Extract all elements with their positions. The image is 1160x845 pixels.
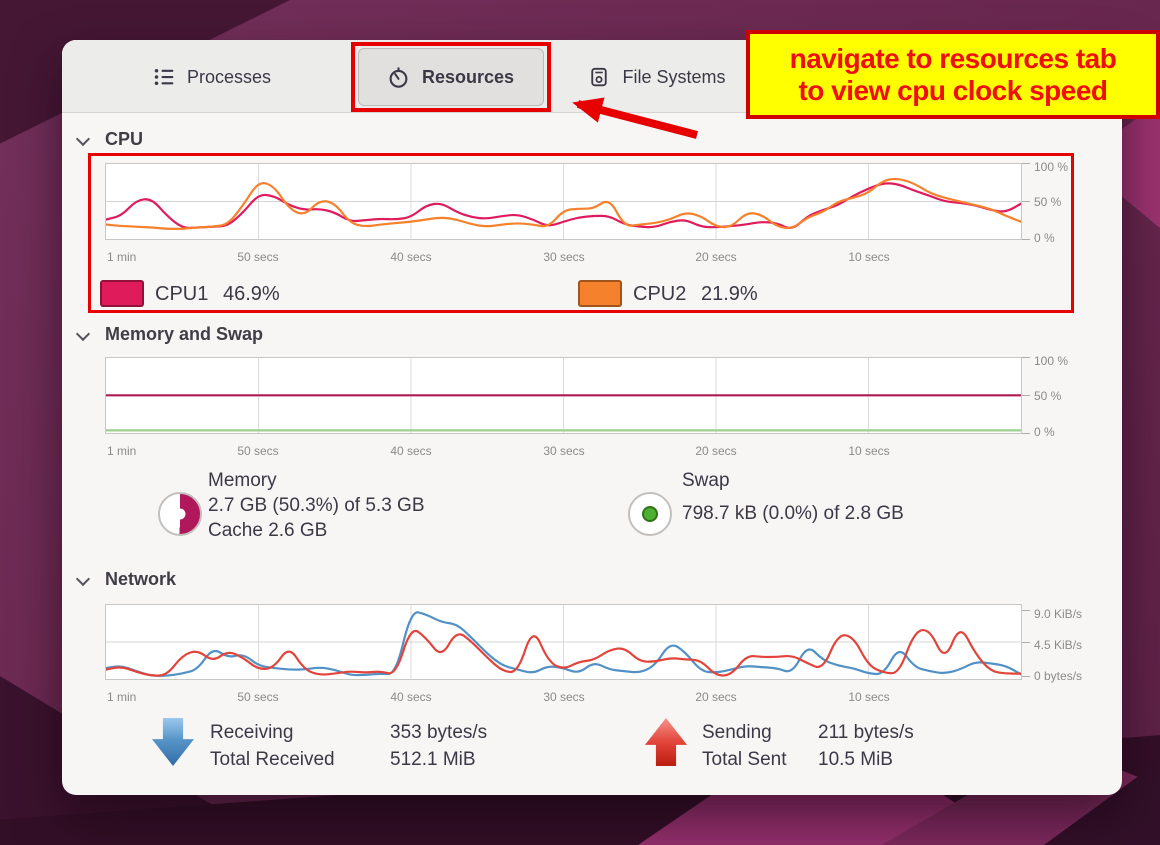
cpu-chart [105,163,1022,240]
cpu-x-tick-label: 1 min [107,250,137,264]
memory-x-tick-label: 20 secs [695,444,737,458]
network-x-tick-label: 40 secs [390,690,432,704]
total-sent-label: Total Sent [702,749,787,770]
tab-resources[interactable]: Resources [358,48,544,106]
network-x-tick-label: 10 secs [848,690,890,704]
cpu1-usage-value: 46.9% [223,283,280,305]
tab-file-systems-label: File Systems [622,66,726,87]
sending-label: Sending [702,722,772,743]
memory-usage-value: 2.7 GB (50.3%) of 5.3 GB [208,495,425,516]
y-tick-mark [1022,239,1030,240]
cpu-x-tick-label: 10 secs [848,250,890,264]
y-tick-mark [1022,642,1030,643]
network-x-tick-label: 20 secs [695,690,737,704]
network-x-tick-label: 50 secs [237,690,279,704]
network-x-tick-label: 1 min [107,690,137,704]
swap-label: Swap [682,470,730,491]
cpu-y-tick-label: 50 % [1034,195,1062,209]
cpu-y-tick-label: 100 % [1034,160,1069,174]
memory-pie-hole [174,508,186,520]
network-y-tick-label: 4.5 KiB/s [1034,638,1083,652]
memory-y-tick-label: 100 % [1034,354,1069,368]
annotation-callout-line2: to view cpu clock speed [798,74,1108,106]
cpu-x-tick-label: 20 secs [695,250,737,264]
memory-x-tick-label: 30 secs [543,444,585,458]
memory-chart-canvas [106,358,1021,433]
cpu2-legend-swatch[interactable] [578,280,622,307]
y-tick-mark [1022,395,1030,396]
sending-rate-value: 211 bytes/s [818,722,914,743]
memory-x-tick-label: 40 secs [390,444,432,458]
annotation-callout: navigate to resources tab to view cpu cl… [746,30,1160,119]
network-y-tick-label: 9.0 KiB/s [1034,607,1083,621]
tab-processes[interactable]: Processes [100,52,325,102]
cpu1-legend-label: CPU1 [155,283,209,305]
cpu2-legend-label: CPU2 [633,283,687,305]
cpu2-usage-value: 21.9% [701,283,758,305]
network-y-tick-label: 0 bytes/s [1034,669,1083,683]
cpu-x-tick-label: 40 secs [390,250,432,264]
swap-circle-icon [628,492,672,536]
memory-x-tick-label: 1 min [107,444,137,458]
cpu-x-tick-label: 50 secs [237,250,279,264]
memory-section-title: Memory and Swap [105,324,264,344]
swap-usage-value: 798.7 kB (0.0%) of 2.8 GB [682,503,904,524]
tab-file-systems[interactable]: File Systems [560,52,755,102]
drive-icon [591,67,608,87]
list-icon [154,69,174,85]
total-sent-value: 10.5 MiB [818,749,893,770]
memory-y-tick-label: 0 % [1034,425,1055,439]
y-tick-mark [1022,201,1030,202]
cpu-x-tick-label: 30 secs [543,250,585,264]
y-tick-mark [1022,357,1030,358]
total-received-value: 512.1 MiB [390,749,476,770]
memory-cache-value: Cache 2.6 GB [208,520,328,541]
cpu-chart-canvas [106,164,1021,239]
memory-chart [105,357,1022,434]
y-tick-mark [1022,610,1030,611]
cpu-y-tick-label: 0 % [1034,231,1055,245]
network-section-title: Network [105,569,177,589]
memory-pie-icon [158,492,202,536]
receiving-label: Receiving [210,722,294,743]
annotation-callout-line1: navigate to resources tab [789,43,1117,75]
y-tick-mark [1022,433,1030,434]
y-tick-mark [1022,676,1030,677]
memory-y-tick-label: 50 % [1034,389,1062,403]
swap-dot-icon [642,506,658,522]
cpu1-legend-swatch[interactable] [100,280,144,307]
gauge-icon [389,66,408,88]
memory-x-tick-label: 50 secs [237,444,279,458]
cpu-section-title: CPU [105,129,144,149]
tab-processes-label: Processes [186,66,272,87]
receiving-rate-value: 353 bytes/s [390,722,488,743]
memory-x-tick-label: 10 secs [848,444,890,458]
memory-label: Memory [208,470,277,491]
network-chart [105,604,1022,680]
y-tick-mark [1022,163,1030,164]
tab-resources-label: Resources [421,66,515,87]
total-received-label: Total Received [210,749,335,770]
network-x-tick-label: 30 secs [543,690,585,704]
network-chart-canvas [106,605,1021,679]
